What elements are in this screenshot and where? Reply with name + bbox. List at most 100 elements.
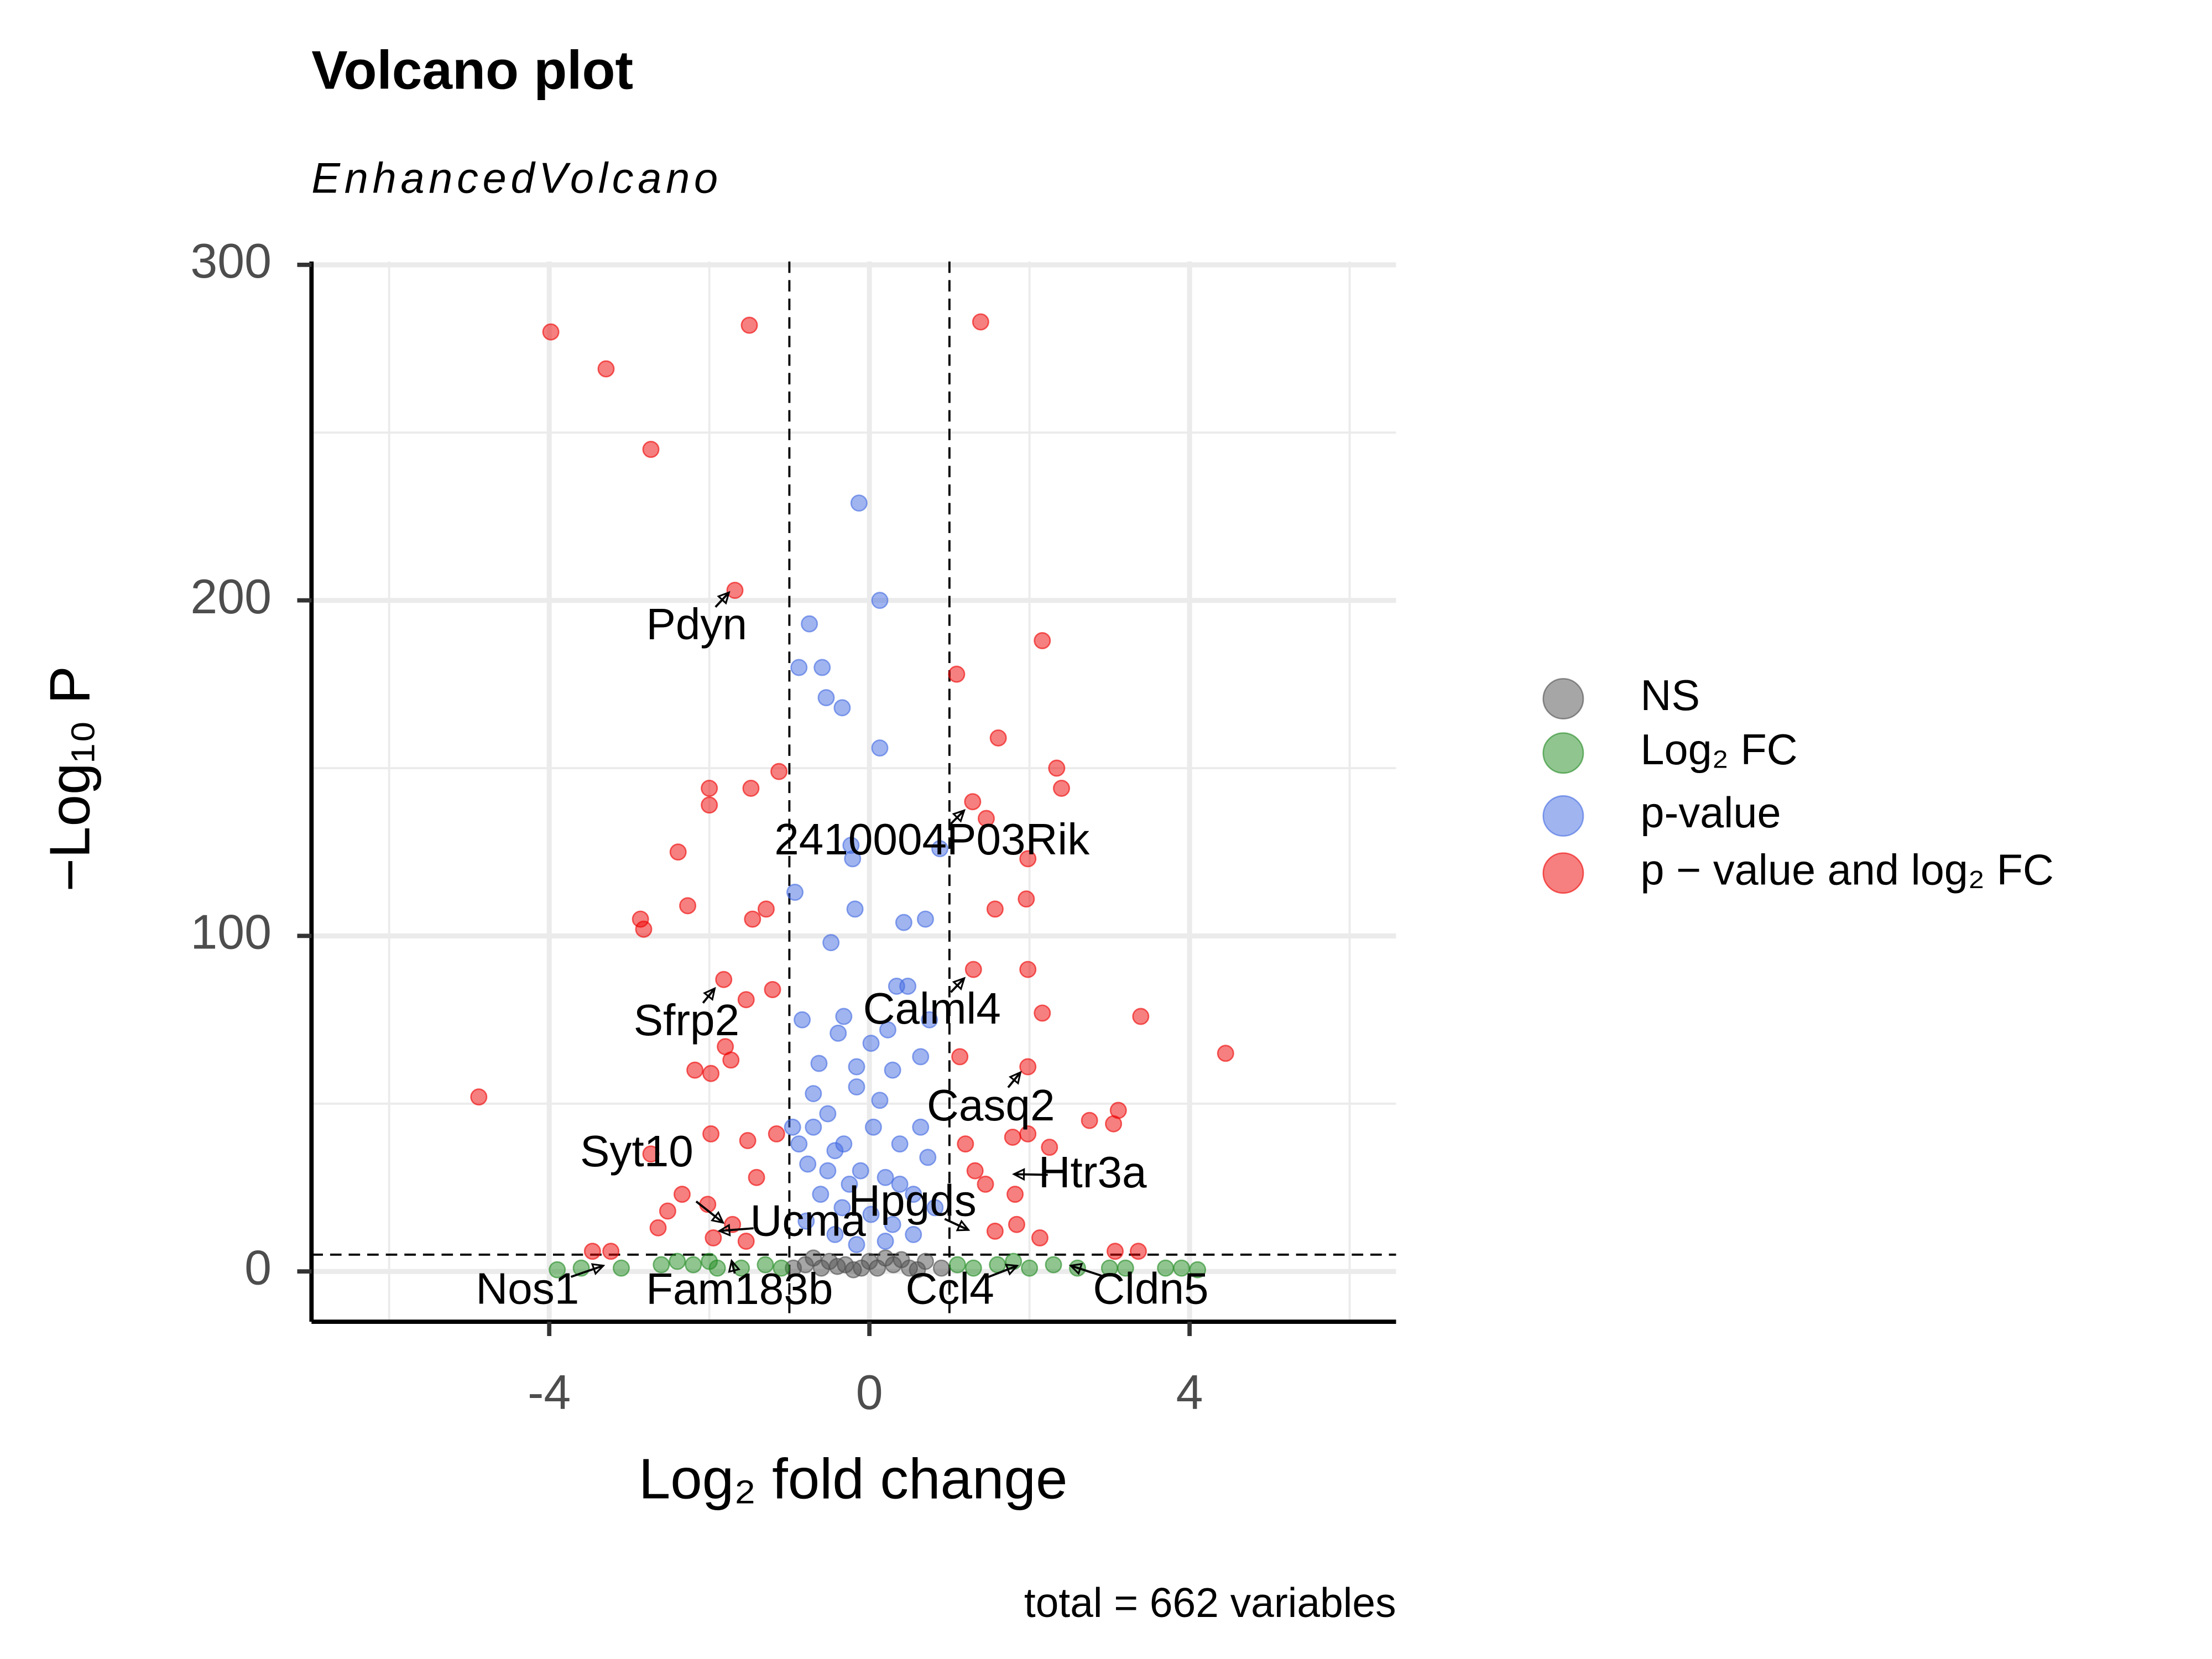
point [1105, 1115, 1123, 1133]
point [912, 1048, 930, 1066]
point [848, 1058, 865, 1076]
point [801, 615, 818, 633]
point [1019, 1125, 1037, 1142]
point [742, 779, 760, 797]
annotation-connector [719, 1227, 754, 1232]
legend-label: p-value [1640, 789, 1781, 837]
caption: total = 662 variables [1024, 1579, 1396, 1626]
point [884, 1215, 901, 1233]
legend-label: Log₂ FC [1640, 726, 1797, 774]
series [785, 1249, 950, 1279]
point [833, 699, 851, 717]
point [912, 1118, 930, 1136]
legend-swatch [1542, 852, 1584, 894]
annotation-label: Sfrp2 [634, 995, 739, 1045]
annotation-arrowhead [591, 1263, 606, 1276]
point [470, 1088, 488, 1106]
legend-swatch [1542, 678, 1584, 720]
point [642, 441, 660, 458]
point [932, 1259, 950, 1277]
point [864, 1118, 882, 1136]
point [805, 1085, 822, 1103]
point [972, 313, 989, 331]
point [1081, 1112, 1098, 1129]
annotation-arrowhead [1012, 1168, 1025, 1181]
point [812, 1186, 830, 1203]
point [1189, 1261, 1207, 1279]
point [1018, 890, 1035, 908]
annotation-arrowhead [710, 1211, 725, 1224]
point [848, 1078, 865, 1095]
point [891, 1175, 909, 1193]
point [879, 1021, 896, 1039]
point [964, 1259, 982, 1277]
series [784, 494, 949, 1254]
annotation-label: Htr3a [1039, 1147, 1147, 1197]
point [964, 793, 982, 811]
point [819, 1162, 837, 1180]
annotation-label: Fam183b [646, 1264, 833, 1313]
point [1217, 1045, 1234, 1062]
legend-label: p − value and log₂ FC [1640, 846, 2053, 894]
point [841, 1175, 858, 1193]
series [549, 1253, 1207, 1279]
point [916, 910, 934, 928]
point [846, 900, 864, 918]
point [926, 1199, 944, 1217]
x-tick-label: -4 [528, 1365, 571, 1420]
annotation-label: Syt10 [580, 1126, 693, 1176]
annotation-label: Casq2 [927, 1080, 1055, 1130]
point [805, 1249, 822, 1267]
point [844, 850, 862, 868]
point [957, 1135, 974, 1153]
point [1034, 1004, 1051, 1022]
point [871, 1092, 889, 1109]
point [701, 779, 718, 797]
point [850, 494, 868, 512]
point [826, 1142, 844, 1160]
point [1041, 1139, 1058, 1156]
point [653, 1256, 670, 1274]
point [948, 1256, 966, 1274]
annotation-arrowhead [717, 591, 731, 605]
annotation-label: Pdyn [646, 599, 747, 649]
annotation-connector [1070, 1264, 1104, 1277]
point [757, 900, 775, 918]
point [790, 659, 808, 676]
point [768, 1125, 785, 1142]
point [1019, 961, 1037, 978]
point [986, 900, 1004, 918]
annotation-arrowhead [952, 809, 966, 823]
point [739, 1132, 757, 1150]
point [737, 1233, 755, 1250]
point [817, 689, 835, 707]
point [822, 934, 840, 952]
point [702, 1065, 720, 1082]
point [794, 1011, 811, 1029]
y-tick-label: 200 [190, 569, 272, 624]
point [602, 1243, 620, 1260]
point [852, 1162, 869, 1180]
annotation-label: Cldn5 [1093, 1263, 1208, 1313]
point [1045, 1256, 1062, 1274]
point [877, 1168, 894, 1186]
series [470, 313, 1234, 1260]
point [669, 1253, 686, 1270]
point [649, 1219, 667, 1237]
chart-subtitle: EnhancedVolcano [311, 155, 722, 202]
point [833, 1199, 851, 1217]
point [884, 1061, 901, 1079]
point [642, 1145, 660, 1163]
point [786, 884, 804, 901]
point [899, 977, 917, 995]
point [921, 1011, 938, 1029]
point [1107, 1243, 1124, 1260]
annotation-arrowhead [952, 977, 966, 991]
point [701, 1253, 718, 1270]
point [895, 914, 912, 931]
annotation-connector [944, 1218, 969, 1231]
point [989, 729, 1007, 747]
y-tick-label: 0 [244, 1240, 272, 1295]
point [862, 1206, 880, 1223]
point [726, 581, 744, 599]
